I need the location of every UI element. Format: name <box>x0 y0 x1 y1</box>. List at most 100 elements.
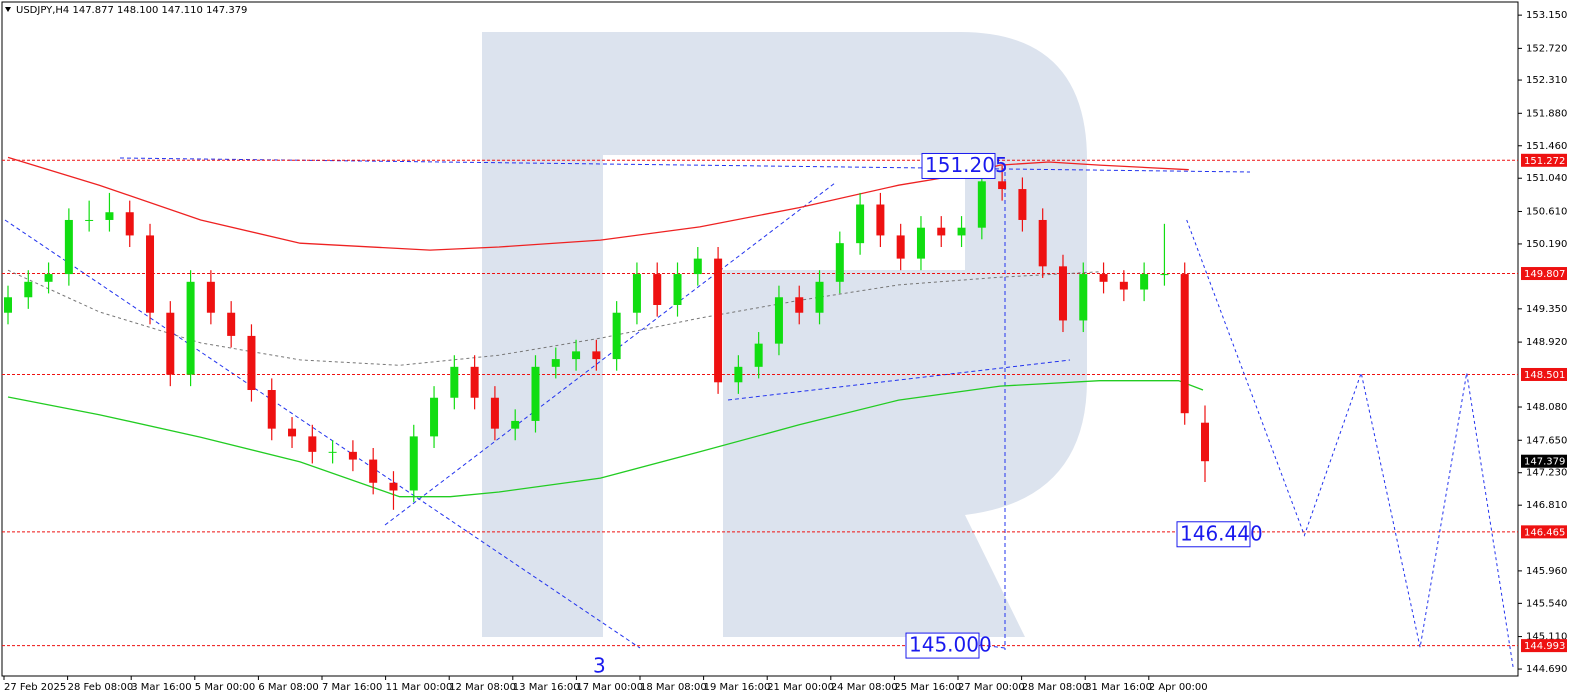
y-tick-label: 147.650 <box>1526 435 1567 446</box>
y-tick-label: 146.810 <box>1526 500 1567 511</box>
candle <box>227 301 236 348</box>
indicator-line <box>7 269 1100 366</box>
x-tick-label: 27 Feb 2025 <box>4 682 66 693</box>
candle <box>24 270 33 309</box>
annotation-label: 146.440 <box>1180 521 1263 545</box>
price-label: 149.807 <box>1524 269 1565 280</box>
candle <box>1201 405 1209 482</box>
candle <box>1038 208 1047 278</box>
candle-body <box>247 335 256 391</box>
candle-body <box>308 436 317 452</box>
y-tick-label: 145.110 <box>1526 632 1567 643</box>
candle-body <box>835 243 844 282</box>
candle <box>957 216 966 248</box>
candle-body <box>653 274 662 305</box>
x-tick-label: 17 Mar 00:00 <box>576 682 643 693</box>
x-tick-label: 27 Mar 00:00 <box>958 682 1025 693</box>
candle <box>267 378 276 441</box>
trend-line <box>727 359 1071 401</box>
candle-body <box>166 312 175 375</box>
candle <box>592 339 601 371</box>
candle-body <box>24 281 33 298</box>
candle-body <box>348 451 357 460</box>
candle-body <box>430 397 439 437</box>
candle-body <box>937 227 946 236</box>
x-tick-label: 3 Mar 16:00 <box>131 682 191 693</box>
annotation-box <box>921 152 996 179</box>
price-label-box <box>1521 454 1567 468</box>
candle <box>1119 270 1128 302</box>
candle <box>916 216 925 271</box>
y-tick-label: 151.880 <box>1526 108 1567 119</box>
candle <box>937 216 946 248</box>
x-tick-label: 13 Mar 16:00 <box>513 682 580 693</box>
candle <box>693 247 702 286</box>
candle <box>490 386 499 441</box>
candle <box>166 301 175 387</box>
candle <box>531 355 540 433</box>
y-tick-label: 145.540 <box>1526 598 1567 609</box>
candle-body <box>876 204 885 236</box>
x-tick-label: 19 Mar 16:00 <box>704 682 771 693</box>
candle-body <box>1160 274 1169 276</box>
candle-body <box>957 227 966 236</box>
candle <box>977 169 986 240</box>
candle-body <box>998 181 1007 190</box>
candle-body <box>1038 219 1047 267</box>
candle-body <box>592 351 601 360</box>
candle-body <box>64 219 73 275</box>
candle-body <box>1140 274 1149 290</box>
candle-body <box>328 451 337 453</box>
candle <box>653 262 662 317</box>
candle-body <box>369 459 378 483</box>
price-label-box <box>1521 367 1567 381</box>
candle <box>389 471 398 510</box>
candle <box>1180 262 1189 425</box>
candle <box>856 192 865 255</box>
x-tick-label: 28 Mar 08:00 <box>1022 682 1089 693</box>
annotation-box <box>1176 521 1251 548</box>
candle-body <box>531 366 540 421</box>
candle-body <box>632 274 641 313</box>
indicator-line <box>7 380 1204 498</box>
candle <box>734 355 743 394</box>
candle-body <box>916 227 925 259</box>
x-tick-label: 12 Mar 08:00 <box>449 682 516 693</box>
wave-label: 3 <box>593 654 606 678</box>
candle <box>572 339 581 371</box>
candle <box>44 262 53 294</box>
trend-line <box>384 182 836 526</box>
candle <box>186 270 195 387</box>
candle-body <box>551 359 560 367</box>
candle <box>673 262 682 317</box>
candle <box>714 247 723 394</box>
candle <box>4 285 12 325</box>
price-label: 151.272 <box>1524 156 1565 167</box>
price-label: 146.465 <box>1524 527 1565 538</box>
candle <box>85 200 94 232</box>
candle <box>1099 262 1108 294</box>
price-label-box <box>1521 153 1567 167</box>
annotation-label: 145.000 <box>909 633 992 657</box>
x-tick-label: 25 Mar 16:00 <box>894 682 961 693</box>
watermark <box>482 32 1087 637</box>
candle-body <box>1099 274 1108 282</box>
x-tick-label: 2 Apr 00:00 <box>1149 682 1208 693</box>
annotation-box <box>905 632 980 659</box>
candle <box>348 440 357 472</box>
candle <box>470 355 479 410</box>
candle-body <box>856 204 865 244</box>
candle-body <box>206 281 215 313</box>
candle-body <box>754 343 763 367</box>
x-tick-label: 18 Mar 08:00 <box>640 682 707 693</box>
y-tick-label: 144.690 <box>1526 664 1567 675</box>
candle <box>409 424 418 503</box>
y-tick-label: 147.230 <box>1526 468 1567 479</box>
candle-body <box>4 297 12 313</box>
candle-body <box>1119 281 1128 290</box>
candle-body <box>693 258 702 275</box>
price-label-box <box>1521 525 1567 539</box>
candle <box>369 447 378 495</box>
price-label: 147.379 <box>1524 457 1565 468</box>
